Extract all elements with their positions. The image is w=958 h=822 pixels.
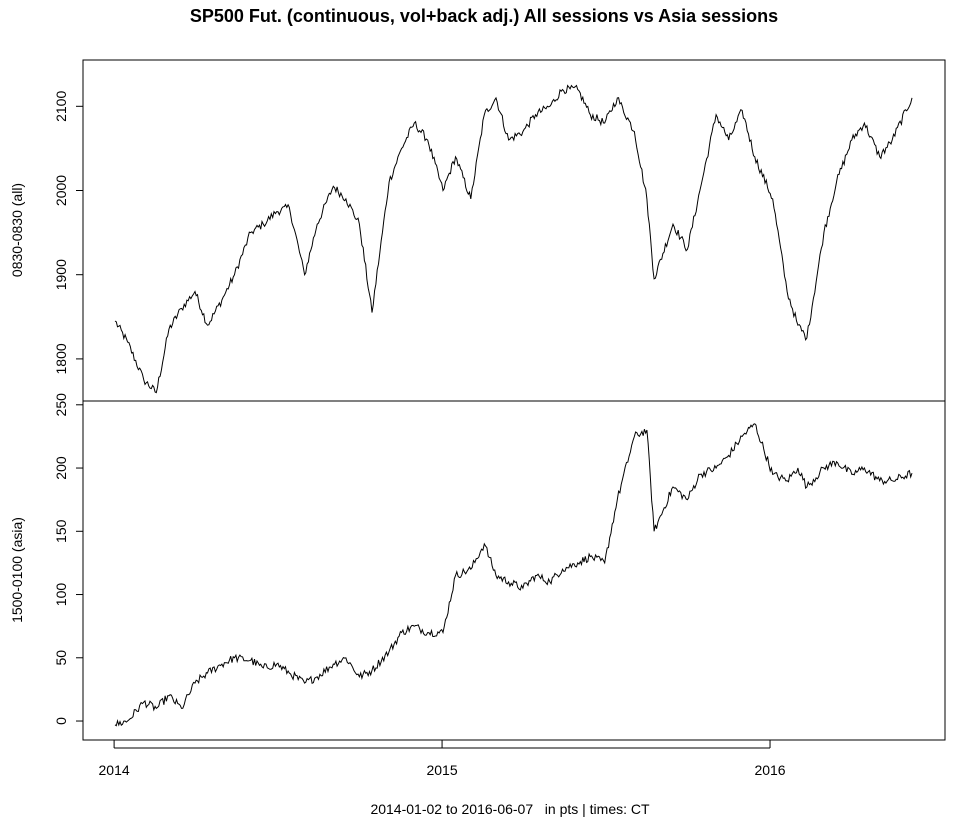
bottom-y-tick-label: 150 (53, 519, 69, 543)
footer-caption: 2014-01-02 to 2016-06-07 in pts | times:… (370, 801, 650, 817)
x-tick-label: 2014 (99, 762, 130, 778)
bottom-y-axis-label: 1500-0100 (asia) (9, 517, 25, 623)
x-tick-label: 2016 (754, 762, 785, 778)
bottom-y-axis-ticks: 0 50 100 150 200 250 (53, 393, 83, 725)
bottom-y-tick-label: 0 (53, 717, 69, 725)
x-tick-label: 2015 (426, 762, 457, 778)
bottom-y-tick-label: 100 (53, 583, 69, 607)
top-y-axis-ticks: 1800 1900 2000 2100 (53, 91, 83, 374)
top-series-line (114, 84, 913, 394)
top-y-tick-label: 2000 (53, 175, 69, 206)
top-y-axis-label: 0830-0830 (all) (9, 183, 25, 277)
top-y-tick-label: 2100 (53, 91, 69, 122)
bottom-series-line (114, 423, 913, 727)
bottom-y-tick-label: 50 (53, 650, 69, 666)
top-y-tick-label: 1900 (53, 259, 69, 290)
top-y-tick-label: 1800 (53, 343, 69, 374)
chart-title: SP500 Fut. (continuous, vol+back adj.) A… (190, 6, 778, 26)
bottom-panel-frame (82, 400, 946, 741)
bottom-y-tick-label: 250 (53, 393, 69, 417)
top-panel-frame (82, 59, 946, 402)
x-axis-ticks: 2014 2015 2016 (99, 740, 786, 778)
bottom-y-tick-label: 200 (53, 456, 69, 480)
